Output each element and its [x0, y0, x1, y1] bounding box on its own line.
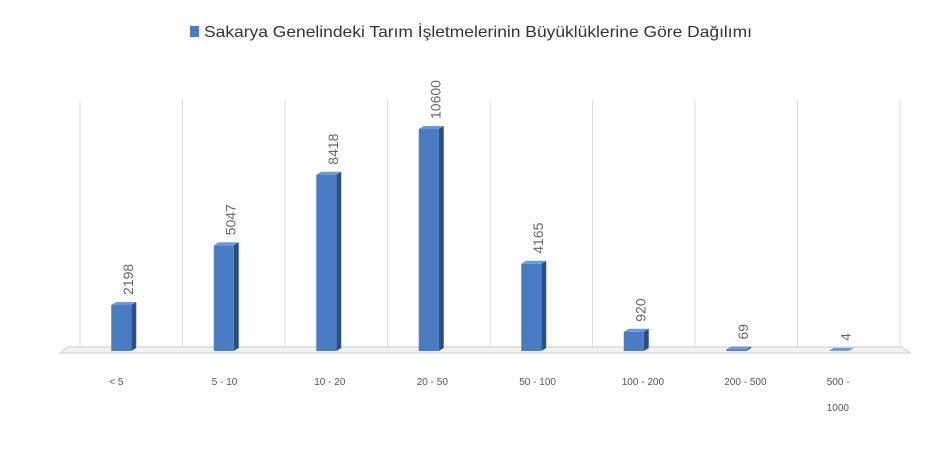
bar [418, 129, 439, 351]
data-label: 5047 [222, 204, 238, 235]
data-label: 8418 [325, 133, 341, 164]
bar [521, 263, 542, 351]
x-tick-label: 100 - 200 [621, 377, 665, 388]
bar [213, 245, 234, 351]
bar [111, 304, 132, 351]
bar [623, 331, 644, 351]
x-tick-label: 50 - 100 [519, 377, 556, 388]
bar-top [726, 346, 752, 350]
bar [316, 174, 337, 351]
bar-top [623, 328, 649, 332]
data-label: 4165 [530, 222, 546, 253]
x-tick-label: 200 - 500 [724, 377, 767, 388]
bar-side [336, 171, 342, 351]
data-label: 2198 [120, 264, 136, 295]
x-tick-label: 20 - 50 [416, 377, 448, 388]
legend-swatch [190, 26, 199, 37]
bar-top [316, 171, 342, 175]
data-label: 4 [837, 333, 853, 341]
bar-side [643, 328, 649, 351]
x-tick-label: 500 - 1000 [826, 377, 850, 414]
legend-label: Sakarya Genelindeki Tarım İşletmelerinin… [204, 22, 752, 41]
bar-side [131, 301, 137, 351]
x-tick-label: 5 - 10 [211, 377, 238, 388]
floor [58, 346, 912, 354]
bar-side [438, 126, 444, 351]
bar-top [521, 260, 547, 264]
data-label: 920 [632, 298, 648, 322]
bar-side [233, 242, 239, 351]
bar-side [848, 347, 854, 351]
bar-top [111, 301, 137, 305]
data-label: 69 [735, 324, 751, 340]
bar-top [418, 126, 444, 129]
bar-side [541, 260, 547, 351]
bar [726, 349, 747, 351]
bar-side [746, 346, 752, 351]
x-tick-label: < 5 [109, 377, 124, 388]
data-label: 10600 [427, 80, 443, 119]
bar-top [213, 242, 239, 246]
x-tick-label: 10 - 20 [314, 377, 346, 388]
bar-top [828, 347, 854, 351]
